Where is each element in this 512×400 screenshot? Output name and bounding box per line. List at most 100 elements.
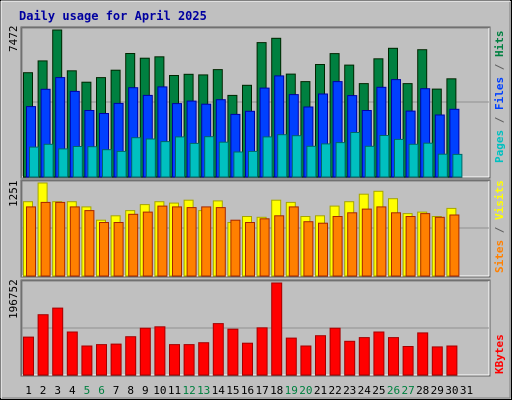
bar-pages-day-8 [131, 137, 142, 178]
bar-kbytes-day-25 [373, 331, 385, 376]
bar-pages-day-15 [233, 151, 244, 178]
bar-pages-day-6 [102, 149, 112, 178]
x-tick-label-30: 30 [445, 384, 458, 397]
x-tick-label-14: 14 [212, 384, 226, 397]
legend-text-0: KBytes [493, 334, 506, 374]
visits-max-label: 1251 [7, 181, 20, 208]
bar-pages-day-20 [306, 145, 317, 178]
x-tick-label-6: 6 [98, 384, 105, 397]
bar-pages-day-7 [116, 150, 127, 178]
bar-sites-day-21 [318, 222, 328, 277]
legend-text-1: / [493, 220, 506, 240]
x-tick-label-13: 13 [197, 384, 210, 397]
bar-sites-day-28 [420, 213, 431, 277]
bar-sites-day-18 [274, 215, 285, 277]
x-tick-label-29: 29 [431, 384, 444, 397]
x-tick-label-15: 15 [226, 384, 239, 397]
bar-kbytes-day-7 [110, 343, 122, 376]
x-tick-label-3: 3 [54, 384, 61, 397]
x-axis-day-labels: 1 2 3 4 5 6 7 8 9 10 11 12 13 14 15 16 17 18 19 20 21 22 23 24 2… [25, 384, 473, 397]
legend-kbytes: KBytes [493, 334, 506, 374]
x-tick-label-23: 23 [343, 384, 356, 397]
bars-layer [23, 29, 463, 376]
legend-text-0: Pages [493, 130, 506, 163]
bar-sites-day-2 [40, 201, 51, 277]
bar-sites-day-14 [215, 207, 226, 277]
bar-sites-day-23 [347, 212, 358, 277]
legend-pages-files-hits: Pages / Files / Hits [493, 31, 506, 164]
bar-sites-day-6 [99, 222, 109, 277]
bar-kbytes-day-4 [66, 331, 78, 376]
x-tick-label-16: 16 [241, 384, 254, 397]
bar-kbytes-day-13 [198, 342, 210, 376]
bar-kbytes-day-19 [285, 337, 297, 376]
legend-text-0: Sites [493, 240, 506, 273]
x-tick-label-26: 26 [387, 384, 400, 397]
bar-pages-day-1 [29, 146, 39, 178]
bar-pages-day-2 [43, 143, 54, 178]
bar-sites-day-29 [434, 216, 445, 277]
bar-pages-day-9 [145, 138, 156, 178]
bar-sites-day-13 [201, 206, 212, 277]
legend-sites-visits: Sites / Visits [493, 180, 506, 273]
legend-text-3: / [493, 57, 506, 77]
bar-kbytes-day-16 [242, 342, 253, 376]
bar-kbytes-day-11 [169, 344, 180, 376]
bar-kbytes-day-18 [271, 282, 283, 376]
bar-pages-day-17 [262, 136, 273, 178]
bar-pages-day-30 [452, 153, 463, 178]
bar-kbytes-day-29 [431, 346, 443, 376]
bar-sites-day-8 [128, 213, 139, 277]
bar-sites-day-5 [84, 210, 95, 277]
x-tick-label-12: 12 [182, 384, 195, 397]
bar-kbytes-day-6 [96, 344, 107, 376]
x-tick-label-5: 5 [84, 384, 91, 397]
bar-kbytes-day-28 [417, 332, 429, 376]
bar-sites-day-15 [230, 219, 241, 277]
bar-sites-day-19 [288, 206, 299, 277]
bar-pages-day-22 [335, 142, 346, 178]
x-tick-label-7: 7 [113, 384, 120, 397]
x-tick-label-2: 2 [40, 384, 47, 397]
bar-kbytes-day-22 [329, 327, 341, 376]
bar-pages-day-29 [437, 153, 448, 178]
bar-sites-day-16 [245, 222, 255, 277]
legend-text-1: / [493, 110, 506, 130]
bar-sites-day-26 [391, 212, 401, 277]
bar-sites-day-12 [186, 207, 197, 277]
bar-kbytes-day-27 [402, 346, 414, 376]
bar-sites-day-30 [449, 214, 460, 277]
bar-kbytes-day-10 [154, 326, 166, 376]
bar-sites-day-9 [142, 211, 153, 277]
bar-pages-day-24 [364, 145, 375, 178]
bar-sites-day-4 [69, 206, 80, 277]
bar-pages-day-12 [189, 142, 200, 178]
x-tick-label-10: 10 [153, 384, 166, 397]
bar-pages-day-21 [321, 143, 331, 178]
x-tick-label-18: 18 [270, 384, 283, 397]
bar-kbytes-day-26 [388, 337, 399, 376]
bar-kbytes-day-8 [125, 336, 137, 376]
bar-kbytes-day-21 [315, 335, 326, 376]
bar-pages-day-10 [160, 141, 171, 178]
bar-pages-day-27 [408, 143, 419, 178]
hits-max-label: 7472 [7, 26, 20, 53]
bar-kbytes-day-1 [23, 336, 34, 376]
bar-kbytes-day-9 [139, 327, 151, 376]
x-tick-label-19: 19 [285, 384, 298, 397]
chart-title: Daily usage for April 2025 [19, 9, 207, 23]
bar-pages-day-14 [218, 141, 229, 178]
x-tick-label-22: 22 [328, 384, 341, 397]
bar-kbytes-day-5 [81, 345, 93, 376]
bar-sites-day-20 [303, 221, 314, 277]
bar-sites-day-11 [172, 206, 182, 277]
x-tick-label-20: 20 [299, 384, 312, 397]
x-tick-label-21: 21 [314, 384, 327, 397]
bar-pages-day-3 [58, 148, 69, 178]
x-tick-label-8: 8 [127, 384, 134, 397]
x-tick-label-25: 25 [372, 384, 385, 397]
bar-kbytes-day-12 [183, 344, 195, 376]
kbytes-max-label: 196752 [7, 279, 20, 319]
bar-pages-day-16 [248, 150, 258, 178]
bar-pages-day-23 [350, 132, 361, 178]
